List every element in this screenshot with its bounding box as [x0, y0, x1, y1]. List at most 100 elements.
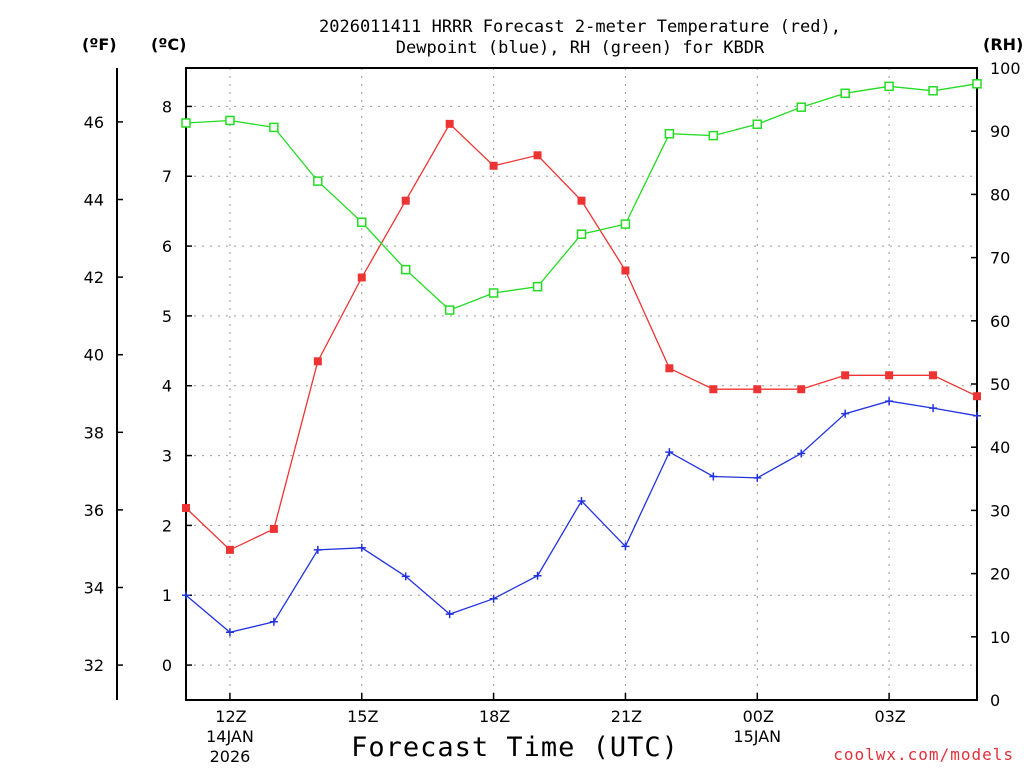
- celsius-unit-label: (ºC): [151, 35, 187, 54]
- rh-point: [444, 305, 455, 315]
- dewpoint-point: [182, 591, 190, 600]
- rh-point: [357, 217, 367, 227]
- date-label: 14JAN: [206, 727, 254, 746]
- 2-meter-temperature-point: [489, 161, 498, 170]
- year-label: 2026: [210, 747, 251, 766]
- fahrenheit-unit-label: (ºF): [82, 35, 117, 54]
- 2-meter-temperature-line: [185, 122, 978, 551]
- rh-point: [972, 79, 982, 89]
- 2-meter-temperature-point: [577, 196, 586, 205]
- x-axis-title: Forecast Time (UTC): [351, 732, 679, 763]
- celsius-tick-label: 6: [162, 237, 172, 256]
- time-tick-label: 00Z: [743, 707, 774, 726]
- fahrenheit-tick-label: 36: [84, 501, 104, 520]
- dewpoint-point: [753, 473, 762, 482]
- rh-point: [400, 264, 411, 275]
- rh-point: [576, 229, 587, 239]
- celsius-tick-label: 8: [162, 97, 172, 116]
- dewpoint-point: [885, 397, 894, 406]
- chart-subtitle: Dewpoint (blue), RH (green) for KBDR: [395, 38, 765, 58]
- rh-point: [269, 122, 279, 133]
- rh-point: [313, 176, 323, 186]
- rh-point: [708, 130, 719, 141]
- dewpoint-point: [533, 571, 542, 580]
- plot-frame: [185, 67, 978, 701]
- celsius-tick-label: 4: [162, 377, 172, 396]
- dewpoint-point: [577, 496, 586, 505]
- dewpoint-point: [489, 594, 498, 603]
- rh-tick-label: 20: [990, 565, 1010, 584]
- dewpoint-point: [709, 472, 718, 481]
- 2-meter-temperature-point: [665, 364, 674, 373]
- fahrenheit-tick-label: 42: [84, 268, 104, 287]
- rh-ticks: 0 10 20 30 40 50 60 70 80 90 100: [971, 59, 1021, 710]
- rh-tick-label: 90: [990, 122, 1010, 141]
- fahrenheit-tick-label: 32: [84, 656, 104, 675]
- fahrenheit-tick-label: 40: [84, 346, 104, 365]
- rh-tick-label: 100: [990, 59, 1021, 78]
- 2-meter-temperature-point: [445, 119, 454, 128]
- rh-unit-label: (RH): [983, 35, 1024, 54]
- dewpoint-point: [357, 543, 366, 552]
- dewpoint-point: [665, 448, 674, 457]
- fahrenheit-tick-label: 44: [84, 191, 104, 210]
- rh-tick-label: 10: [990, 628, 1010, 647]
- 2-meter-temperature-point: [753, 385, 762, 394]
- celsius-tick-label: 2: [162, 516, 172, 535]
- dewpoint-point: [841, 409, 850, 418]
- 2-meter-temperature-point: [841, 371, 850, 380]
- 2-meter-temperature-point: [313, 357, 322, 366]
- 2-meter-temperature-point: [885, 371, 894, 380]
- rh-tick-label: 80: [990, 185, 1010, 204]
- rh-tick-label: 50: [990, 375, 1010, 394]
- rh-tick-label: 40: [990, 438, 1010, 457]
- 2-meter-temperature-point: [797, 385, 806, 394]
- rh-point: [225, 115, 235, 126]
- dewpoint-point: [313, 545, 322, 554]
- dewpoint-point: [401, 572, 410, 581]
- rh-point: [181, 118, 191, 128]
- celsius-tick-label: 3: [162, 447, 172, 466]
- chart-title: 2026011411 HRRR Forecast 2-meter Tempera…: [319, 17, 841, 37]
- rh-point: [664, 128, 675, 139]
- rh-tick-label: 30: [990, 501, 1010, 520]
- rh-point: [840, 88, 850, 99]
- fahrenheit-tick-label: 34: [84, 578, 104, 597]
- date-label: 15JAN: [733, 727, 781, 746]
- dewpoint-point: [973, 411, 981, 420]
- gridlines: [186, 68, 977, 700]
- rh-point: [488, 288, 499, 298]
- 2-meter-temperature-point: [401, 196, 410, 205]
- dewpoint-point: [621, 542, 630, 551]
- fahrenheit-ticks: 32 34 36 38 40 42 44 46: [84, 113, 123, 675]
- celsius-tick-label: 5: [162, 307, 172, 326]
- credit-link[interactable]: coolwx.com/models: [833, 745, 1014, 764]
- dewpoint-point: [445, 610, 454, 619]
- rh-tick-label: 0: [990, 691, 1000, 710]
- time-tick-label: 03Z: [874, 707, 905, 726]
- 2-meter-temperature-point: [973, 392, 981, 401]
- rh-tick-label: 60: [990, 312, 1010, 331]
- rh-point: [620, 219, 631, 229]
- rh-point: [884, 81, 894, 92]
- 2-meter-temperature-point: [357, 273, 366, 282]
- series-layer: [181, 79, 982, 637]
- rh-point: [796, 102, 806, 112]
- celsius-tick-label: 1: [162, 586, 172, 605]
- rh-point: [752, 119, 763, 129]
- rh-point: [928, 86, 938, 96]
- 2-meter-temperature-point: [182, 503, 190, 512]
- 2-meter-temperature-point: [533, 151, 542, 160]
- dewpoint-point: [797, 449, 806, 458]
- time-tick-label: 18Z: [479, 707, 510, 726]
- time-tick-label: 21Z: [611, 707, 642, 726]
- 2-meter-temperature-point: [269, 524, 278, 533]
- dewpoint-point: [225, 628, 234, 637]
- rh-tick-label: 70: [990, 249, 1010, 268]
- celsius-tick-label: 7: [162, 167, 172, 186]
- axes: [116, 67, 978, 701]
- fahrenheit-tick-label: 46: [84, 113, 104, 132]
- 2-meter-temperature-point: [709, 385, 718, 394]
